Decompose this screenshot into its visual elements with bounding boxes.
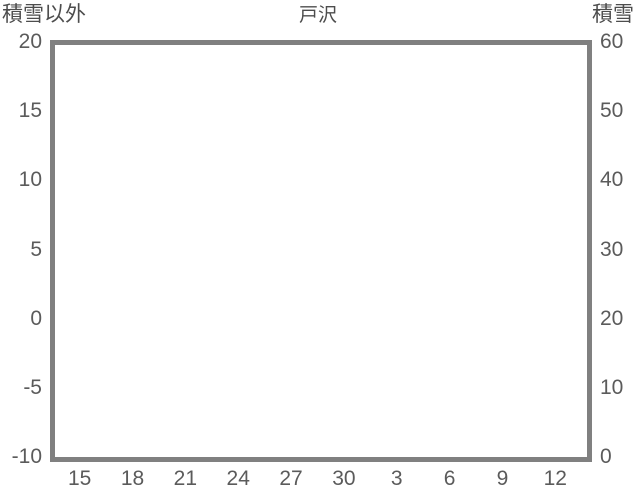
left-tick--10: -10 <box>11 445 42 468</box>
x-tick-15: 15 <box>67 467 92 490</box>
x-tick-3: 3 <box>390 467 403 490</box>
x-tick-27: 27 <box>279 467 303 490</box>
left-tick-15: 15 <box>18 99 42 123</box>
right-tick-0: 0 <box>600 445 612 468</box>
right-tick-60: 60 <box>600 30 624 53</box>
right-tick-30: 30 <box>600 237 624 261</box>
left-axis-title: 積雪以外 <box>2 3 86 26</box>
right-tick-10: 10 <box>600 375 624 399</box>
x-tick-21: 21 <box>173 467 198 490</box>
x-tick-24: 24 <box>226 467 250 490</box>
plot-area <box>50 40 592 462</box>
x-tick-18: 18 <box>120 467 145 490</box>
right-tick-40: 40 <box>600 168 624 192</box>
left-tick--5: -5 <box>23 375 42 399</box>
x-tick-6: 6 <box>443 467 456 490</box>
right-axis-title: 積雪 <box>592 3 634 26</box>
plot-frame-border <box>50 40 592 462</box>
right-tick-50: 50 <box>600 99 624 123</box>
left-tick-20: 20 <box>18 30 42 53</box>
left-tick-10: 10 <box>18 168 42 192</box>
x-tick-30: 30 <box>332 467 356 490</box>
right-tick-20: 20 <box>600 306 624 330</box>
left-tick-5: 5 <box>30 237 42 261</box>
x-tick-9: 9 <box>496 467 509 490</box>
page-title: 戸沢 <box>298 5 337 26</box>
left-tick-0: 0 <box>30 306 42 330</box>
x-tick-12: 12 <box>543 467 567 490</box>
